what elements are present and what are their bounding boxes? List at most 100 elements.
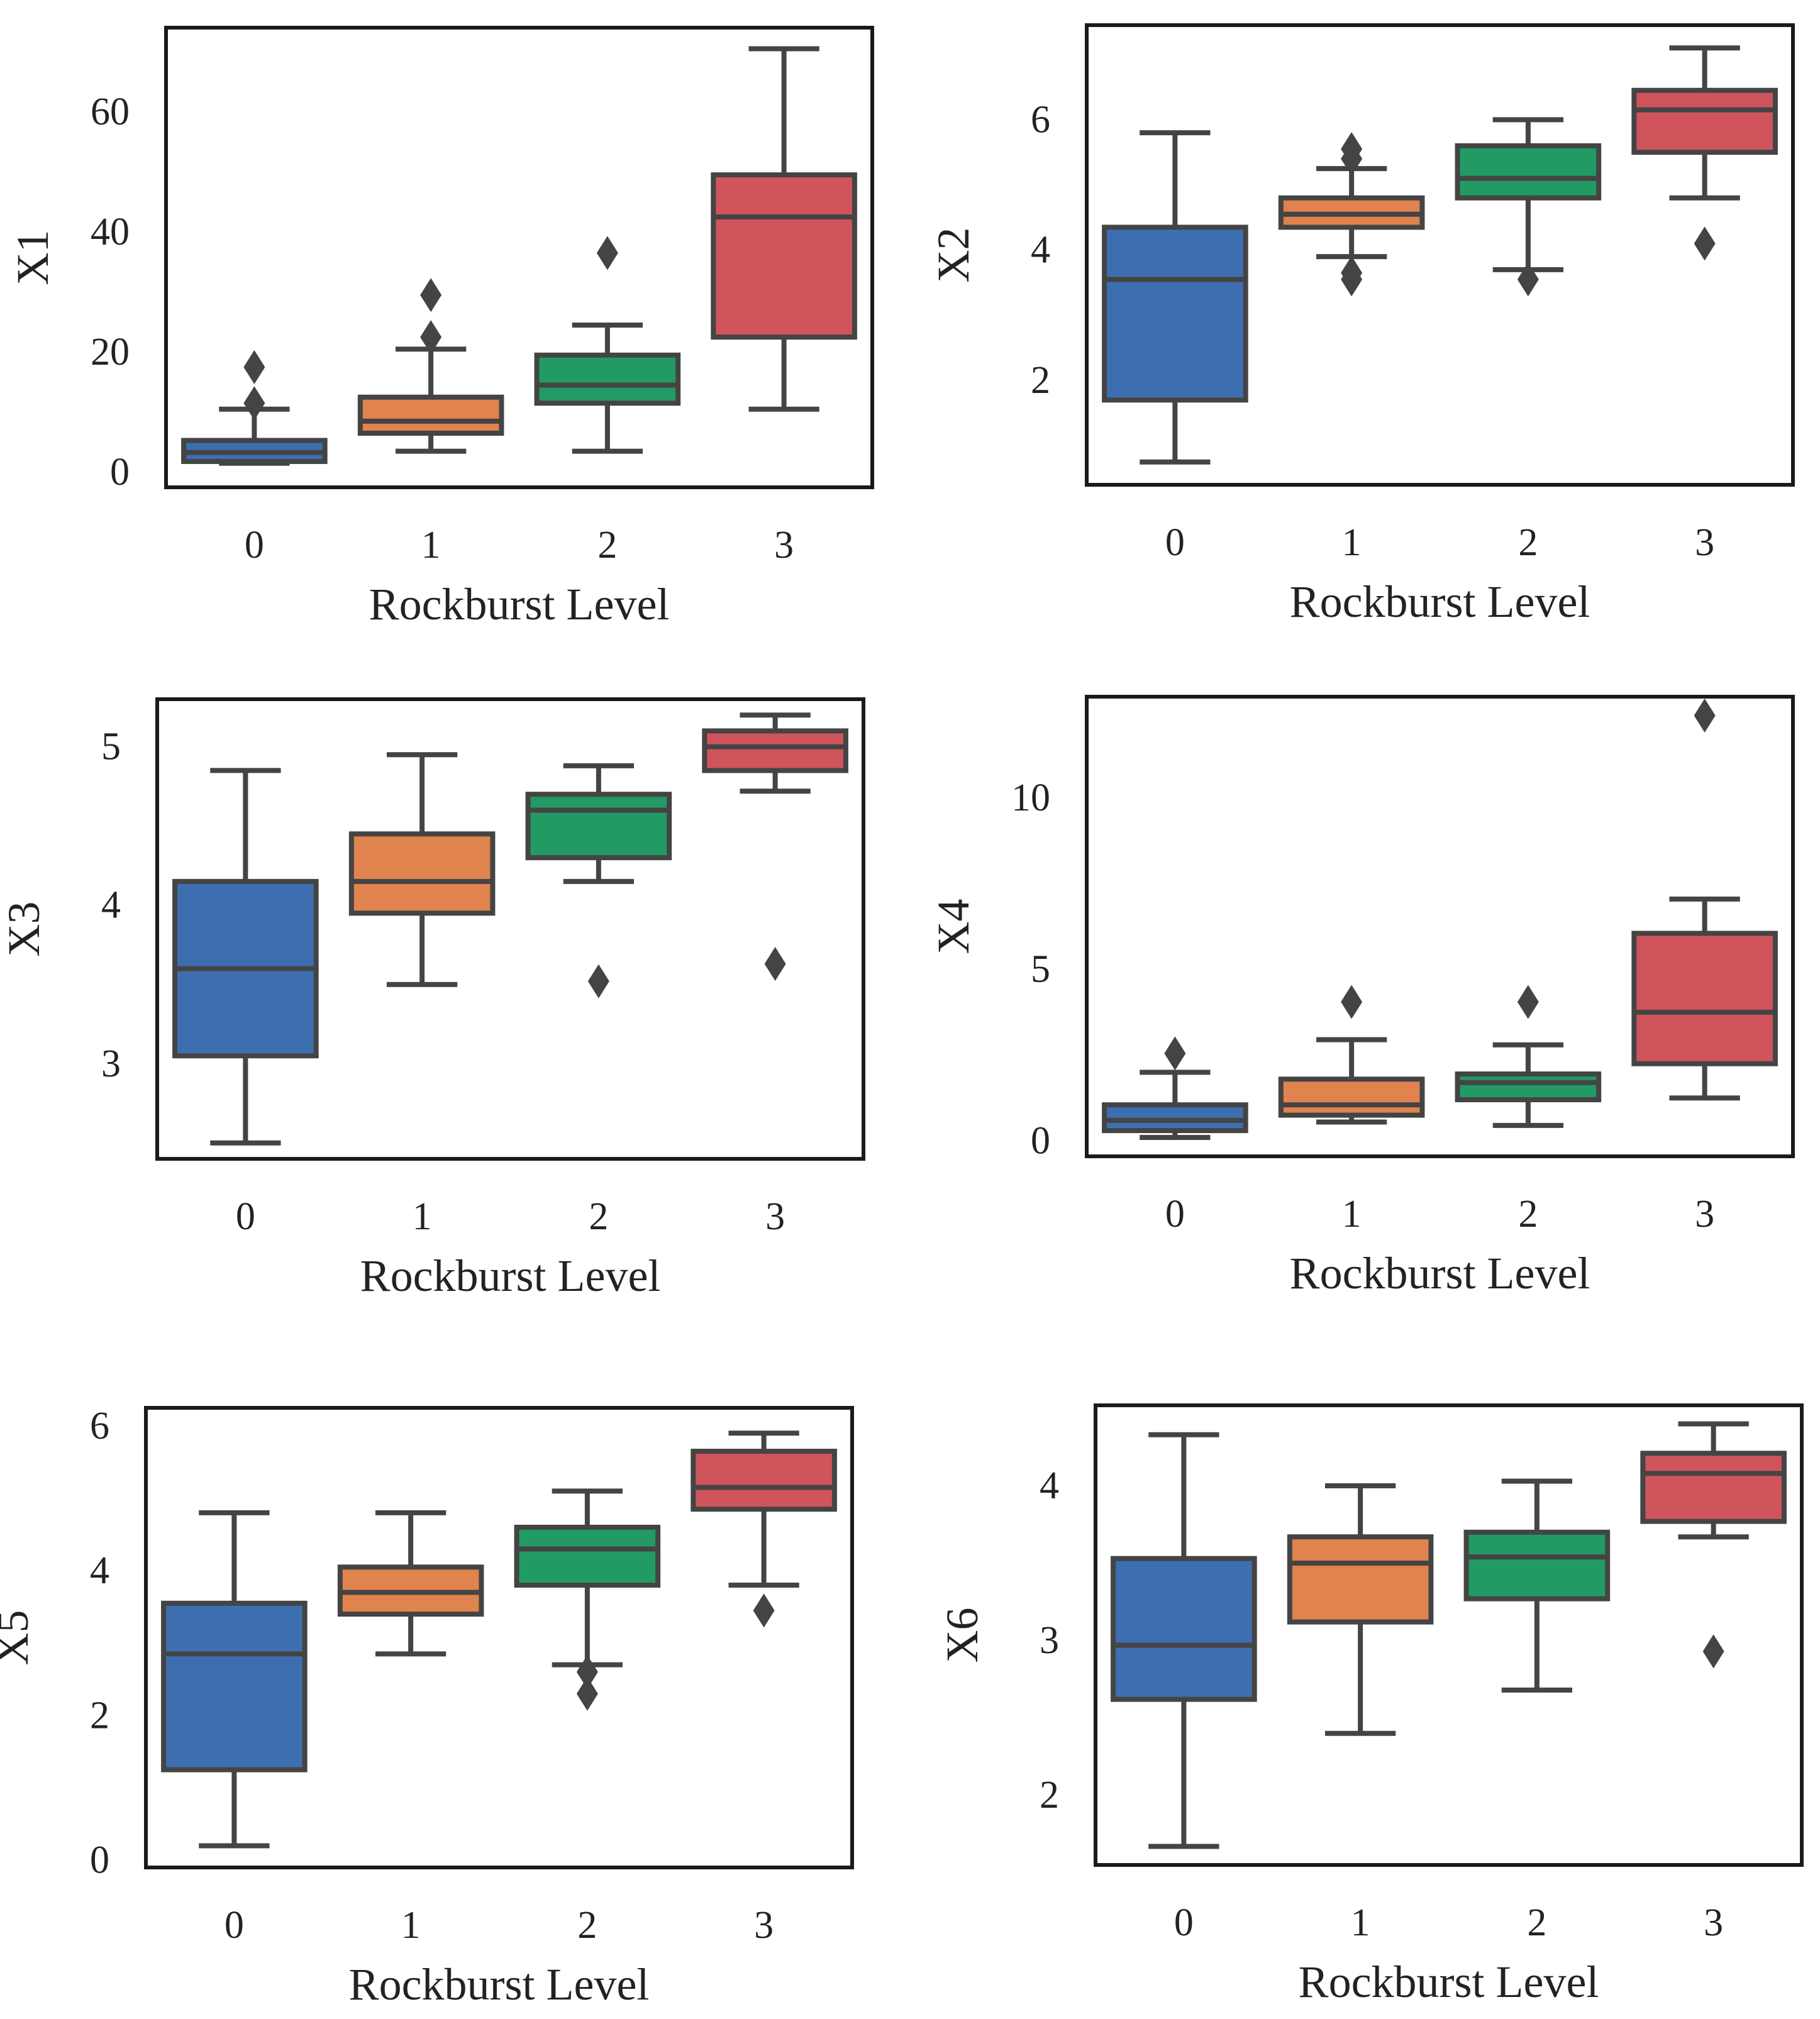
x-tick-label: 2 [1518, 521, 1538, 564]
x-tick-label: 1 [401, 1904, 421, 1947]
box-level-1 [1278, 985, 1425, 1125]
x-tick-label: 3 [765, 1195, 785, 1238]
iqr-box [1640, 1451, 1787, 1524]
x-tick-label: 1 [1342, 1193, 1362, 1236]
box-level-1 [348, 752, 496, 987]
y-axis-label: X1 [8, 230, 58, 285]
x-tick-label: 3 [1704, 1901, 1723, 1944]
box-level-0 [1111, 1432, 1257, 1849]
y-tick-label: 6 [90, 1405, 109, 1447]
y-axis-label: X5 [0, 1610, 38, 1666]
iqr-box [1287, 1534, 1434, 1625]
x-tick-label: 2 [577, 1904, 597, 1947]
outlier-point [1702, 1634, 1724, 1669]
x-tick-label: 2 [589, 1195, 608, 1238]
x-axis-label: Rockburst Level [349, 1959, 650, 2010]
y-tick-label: 6 [1031, 98, 1050, 141]
outlier-point [753, 1593, 775, 1628]
plot-frame [1085, 23, 1795, 487]
iqr-box [1455, 143, 1602, 201]
box-level-0 [1102, 130, 1248, 465]
y-tick-label: 4 [1040, 1464, 1059, 1507]
box-level-3 [702, 712, 848, 981]
y-axis-label: X2 [928, 228, 979, 283]
y-axis-label: X3 [0, 902, 49, 957]
y-tick-label: 20 [91, 331, 130, 373]
panel-x1: 0 20 40 60 0 1 2 3 Rockburst Level X1 [8, 26, 874, 629]
panel-x5: 0 2 4 6 0 1 2 3 Rockburst Level X5 [0, 1405, 854, 2010]
outlier-point [576, 1676, 598, 1711]
outlier-point [587, 964, 609, 998]
x-axis-label: Rockburst Level [1290, 1248, 1590, 1298]
iqr-box [1102, 1102, 1248, 1134]
outlier-point [596, 236, 618, 270]
box-level-3 [711, 46, 857, 412]
panel-x2: 2 4 6 0 1 2 3 Rockburst Level X2 [928, 23, 1795, 627]
box-level-1 [1287, 1483, 1434, 1736]
outlier-point [1164, 1036, 1186, 1071]
y-tick-label: 5 [101, 726, 121, 768]
x-tick-label: 3 [1695, 1193, 1714, 1236]
x-tick-label: 0 [245, 524, 264, 567]
y-tick-label: 60 [91, 91, 130, 133]
outlier-point [1517, 985, 1539, 1019]
x-axis-label: Rockburst Level [360, 1251, 661, 1301]
x-tick-label: 1 [413, 1195, 432, 1238]
x-tick-label: 3 [774, 524, 794, 567]
y-tick-label: 2 [1031, 359, 1050, 402]
x-tick-label: 0 [1165, 521, 1185, 564]
plot-frame [164, 26, 874, 489]
panel-x3: 3 4 5 0 1 2 3 Rockburst Level X3 [0, 697, 865, 1301]
y-tick-label: 4 [101, 884, 121, 927]
x-tick-label: 2 [597, 524, 617, 567]
plot-frame [1085, 695, 1795, 1158]
iqr-box [161, 1600, 308, 1773]
x-tick-label: 2 [1527, 1901, 1546, 1944]
outlier-point [243, 386, 265, 421]
box-level-2 [514, 1488, 661, 1711]
box-level-3 [691, 1430, 837, 1628]
y-axis-label: X4 [928, 899, 979, 954]
x-tick-label: 0 [1165, 1193, 1185, 1236]
outlier-point [1341, 256, 1363, 290]
outlier-point [1517, 262, 1539, 297]
iqr-box [1463, 1529, 1611, 1601]
y-tick-label: 4 [90, 1549, 109, 1592]
x-axis-label: Rockburst Level [1290, 577, 1590, 627]
outlier-point [1694, 226, 1716, 261]
iqr-box [534, 352, 681, 406]
x-tick-label: 3 [1695, 521, 1714, 564]
iqr-box [711, 172, 857, 340]
y-tick-label: 0 [90, 1839, 109, 1881]
plot-frame [144, 1406, 854, 1869]
outlier-point [1694, 699, 1716, 733]
iqr-box [691, 1449, 837, 1512]
box-level-2 [1463, 1478, 1611, 1693]
box-level-2 [1455, 117, 1602, 297]
y-tick-label: 0 [1031, 1119, 1050, 1162]
box-level-3 [1631, 699, 1778, 1101]
panel-x4: 0 5 10 0 1 2 3 Rockburst Level X4 [928, 695, 1795, 1298]
box-level-0 [161, 1510, 308, 1849]
iqr-box [525, 792, 672, 861]
box-level-1 [357, 278, 504, 454]
y-tick-label: 4 [1031, 229, 1050, 272]
box-level-2 [534, 236, 681, 454]
x-tick-label: 3 [754, 1904, 774, 1947]
iqr-box [1631, 87, 1778, 155]
y-axis-label: X6 [937, 1608, 987, 1663]
outlier-point [420, 278, 442, 313]
x-tick-label: 2 [1518, 1193, 1538, 1236]
x-tick-label: 0 [236, 1195, 255, 1238]
x-axis-label: Rockburst Level [369, 579, 670, 629]
x-tick-label: 1 [1351, 1901, 1370, 1944]
iqr-box [514, 1524, 661, 1588]
box-level-1 [337, 1510, 484, 1657]
outlier-point [576, 1655, 598, 1690]
box-level-1 [1278, 132, 1425, 297]
box-level-3 [1631, 45, 1778, 261]
y-tick-label: 10 [1011, 777, 1050, 819]
y-tick-label: 0 [110, 451, 130, 494]
box-level-2 [525, 763, 672, 998]
